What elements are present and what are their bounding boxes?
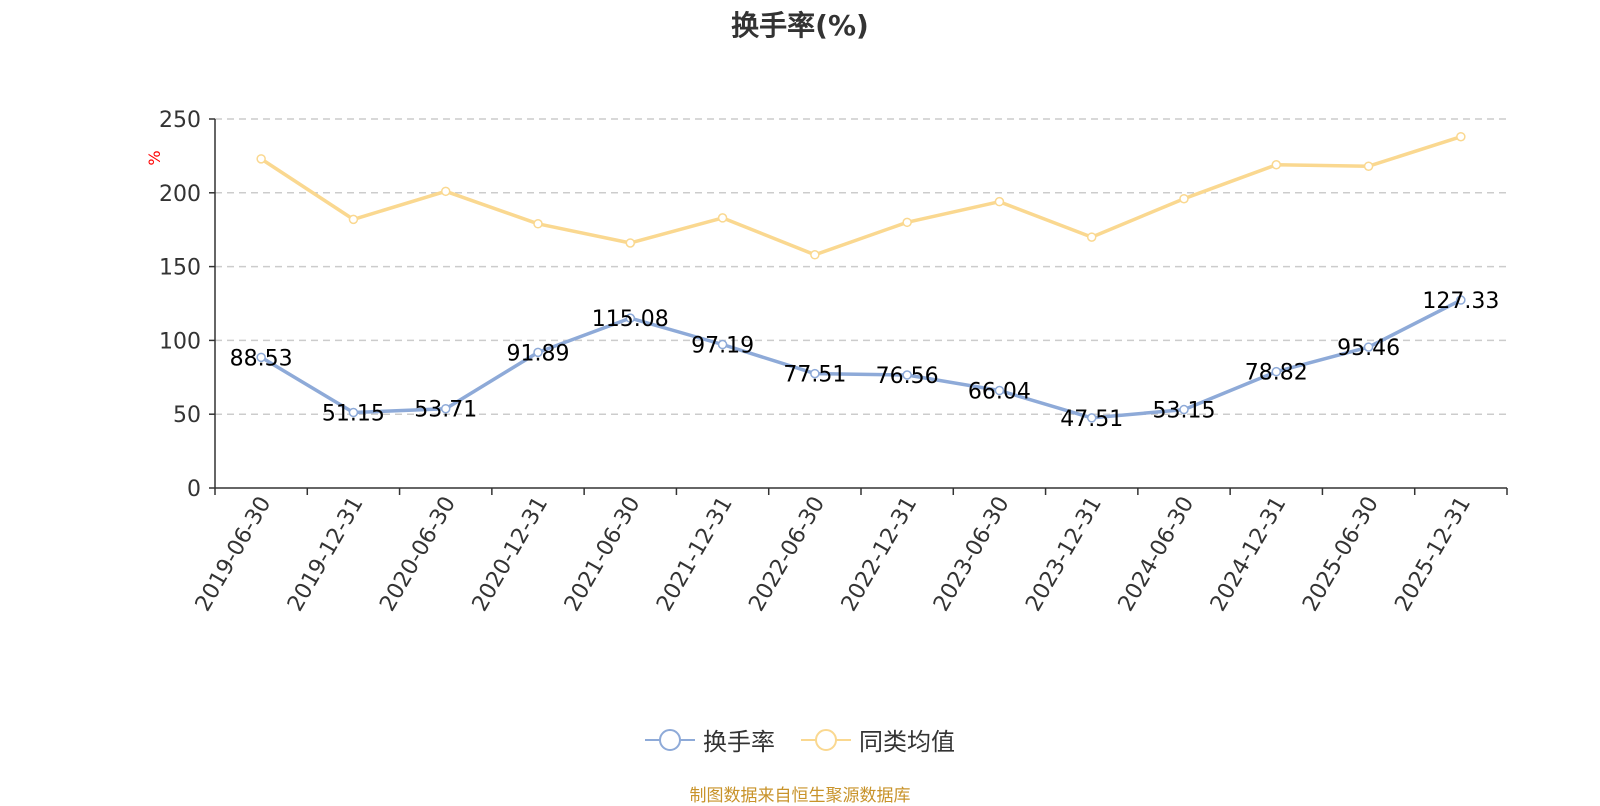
x-tick-label: 2022-06-30: [744, 493, 830, 616]
peer-average-point[interactable]: [348, 214, 359, 225]
series-lines: [256, 131, 1466, 423]
x-tick-label: 2024-06-30: [1114, 493, 1200, 616]
y-tick-label: 100: [159, 329, 201, 354]
data-label: 78.82: [1245, 361, 1308, 386]
data-labels: 88.53 51.15 53.71 91.89 115.08 97.19 77.51 76.5…: [230, 289, 1500, 432]
grid-lines: [215, 118, 1507, 415]
x-tick-label: 2025-06-30: [1298, 493, 1384, 616]
x-tick-label: 2025-12-31: [1390, 493, 1476, 616]
peer-average-point[interactable]: [625, 238, 636, 248]
legend-label-turnover: 换手率: [703, 728, 775, 756]
y-tick-label: 50: [173, 403, 201, 428]
y-axis-unit-label: %: [145, 150, 164, 165]
data-label: 77.51: [783, 363, 846, 388]
turnover-point[interactable]: [1271, 366, 1282, 377]
x-tick-label: 2023-06-30: [929, 493, 1015, 616]
legend-turnover-icon: [645, 728, 695, 751]
peer-average-point[interactable]: [902, 217, 912, 228]
source-note: 制图数据来自恒生聚源数据库: [689, 786, 911, 806]
turnover-point[interactable]: [717, 339, 728, 350]
x-tick-label: 2020-12-31: [468, 493, 554, 616]
turnover-point[interactable]: [348, 407, 359, 418]
turnover-point[interactable]: [533, 347, 543, 358]
y-tick-label: 0: [187, 477, 201, 502]
peer-average-point[interactable]: [994, 196, 1005, 207]
x-tick-label: 2022-12-31: [837, 492, 923, 615]
x-tick-label: 2019-06-30: [191, 493, 277, 616]
peer-average-point[interactable]: [1086, 232, 1097, 242]
data-label: 53.71: [414, 398, 477, 423]
data-label: 53.15: [1153, 399, 1216, 424]
peer-average-point[interactable]: [1271, 160, 1282, 170]
legend-item-turnover[interactable]: 换手率: [645, 722, 775, 757]
data-label: 97.19: [691, 334, 754, 359]
data-label: 66.04: [968, 380, 1031, 405]
data-label: 95.46: [1337, 336, 1400, 361]
legend-peer-average-icon: [801, 728, 851, 751]
turnover-point[interactable]: [1086, 413, 1097, 423]
x-tick-label: 2020-06-30: [375, 493, 461, 616]
chart-title: 换手率(%): [731, 9, 869, 42]
legend-item-peer-average[interactable]: 同类均值: [801, 722, 955, 757]
turnover-point[interactable]: [902, 370, 912, 380]
turnover-point[interactable]: [440, 403, 451, 414]
data-label: 91.89: [507, 341, 570, 366]
y-tick-label: 150: [159, 256, 201, 281]
turnover-point[interactable]: [1179, 404, 1189, 415]
x-tick-label: 2019-12-31: [283, 493, 369, 616]
turnover-point[interactable]: [994, 385, 1005, 396]
peer-average-point[interactable]: [256, 154, 266, 164]
data-label: 47.51: [1060, 407, 1123, 432]
peer-average-point[interactable]: [533, 219, 543, 229]
turnover-point[interactable]: [625, 313, 636, 323]
turnover-point[interactable]: [1363, 342, 1374, 352]
peer-average-point[interactable]: [1363, 161, 1374, 171]
data-label: 76.56: [876, 364, 939, 389]
x-tick-label: 2021-06-30: [560, 493, 646, 616]
peer-average-point[interactable]: [717, 213, 728, 223]
x-tick-label: 2024-12-31: [1206, 493, 1292, 616]
y-tick-label: 250: [159, 108, 201, 133]
turnover-point[interactable]: [256, 352, 266, 363]
peer-average-point[interactable]: [810, 250, 820, 260]
series-line-turnover: [259, 298, 1463, 420]
data-label: 51.15: [322, 402, 385, 427]
peer-average-point[interactable]: [1179, 193, 1189, 204]
data-label: 88.53: [230, 346, 293, 371]
x-tick-label: 2021-12-31: [652, 493, 738, 616]
peer-average-point[interactable]: [1456, 131, 1466, 142]
y-tick-label: 200: [159, 182, 201, 207]
data-label: 115.08: [592, 307, 669, 332]
turnover-point[interactable]: [810, 368, 820, 379]
x-tick-label: 2023-12-31: [1021, 493, 1107, 616]
peer-average-point[interactable]: [440, 186, 451, 197]
legend: 换手率 同类均值: [0, 722, 1600, 757]
data-label: 127.33: [1422, 289, 1499, 314]
legend-label-peer-average: 同类均值: [859, 728, 955, 756]
series-line-peer-average: [259, 134, 1463, 257]
turnover-point[interactable]: [1456, 295, 1466, 305]
